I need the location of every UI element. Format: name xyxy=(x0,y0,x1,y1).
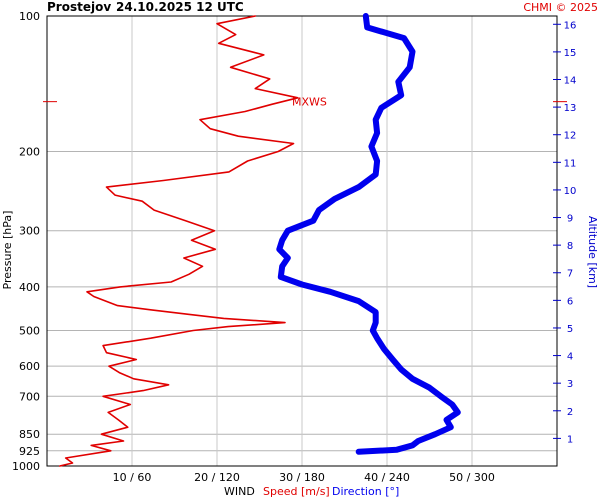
pressure-tick-label: 850 xyxy=(19,428,40,441)
altitude-tick-label: 6 xyxy=(567,296,573,307)
station-name: Prostejov xyxy=(47,0,111,14)
wind-tick-label: 30 / 180 xyxy=(279,471,325,484)
altitude-axis-label: Altitude [km] xyxy=(586,216,599,288)
altitude-tick-label: 14 xyxy=(564,75,577,86)
wind-tick-label: 10 / 60 xyxy=(113,471,152,484)
speed-axis-label: Speed [m/s] xyxy=(263,485,330,498)
pressure-tick-label: 500 xyxy=(19,325,40,338)
wind-tick-label: 40 / 240 xyxy=(364,471,410,484)
wind-tick-label: 20 / 120 xyxy=(194,471,240,484)
pressure-tick-label: 300 xyxy=(19,225,40,238)
pressure-tick-label: 925 xyxy=(19,445,40,458)
altitude-tick-label: 2 xyxy=(567,407,573,418)
wind-axis-label: WIND xyxy=(224,485,255,498)
wind-tick-label: 50 / 300 xyxy=(449,471,495,484)
altitude-tick-label: 3 xyxy=(567,379,573,390)
pressure-tick-label: 600 xyxy=(19,360,40,373)
altitude-tick-label: 9 xyxy=(567,214,573,225)
altitude-tick-label: 8 xyxy=(567,241,573,252)
pressure-tick-label: 400 xyxy=(19,281,40,294)
grid-lines xyxy=(47,16,557,466)
altitude-tick-label: 7 xyxy=(567,269,573,280)
altitude-tick-label: 15 xyxy=(564,48,577,59)
altitude-tick-label: 5 xyxy=(567,324,573,335)
pressure-tick-label: 100 xyxy=(19,10,40,23)
altitude-tick-label: 12 xyxy=(564,131,577,142)
direction-axis-label: Direction [°] xyxy=(332,485,399,498)
series-lines xyxy=(58,13,461,467)
max-wind-label: MXWS xyxy=(292,96,327,109)
pressure-axis-label: Pressure [hPa] xyxy=(1,211,14,290)
altitude-tick-label: 1 xyxy=(567,434,573,445)
pressure-tick-label: 200 xyxy=(19,145,40,158)
sounding-datetime: 24.10.2025 12 UTC xyxy=(116,0,244,14)
direction-series-line xyxy=(276,13,461,455)
altitude-tick-label: 13 xyxy=(564,103,577,114)
plot-frame xyxy=(46,15,558,467)
altitude-tick-label: 4 xyxy=(567,352,573,363)
max-wind-marker: MXWS xyxy=(43,96,567,109)
altitude-tick-label: 16 xyxy=(564,20,577,31)
altitude-tick-label: 11 xyxy=(564,158,577,169)
pressure-tick-label: 700 xyxy=(19,390,40,403)
altitude-tick-label: 10 xyxy=(564,186,577,197)
chmi-credit: CHMI © 2025 xyxy=(523,1,598,14)
speed-series-line xyxy=(58,15,299,467)
pressure-tick-label: 1000 xyxy=(12,460,40,473)
